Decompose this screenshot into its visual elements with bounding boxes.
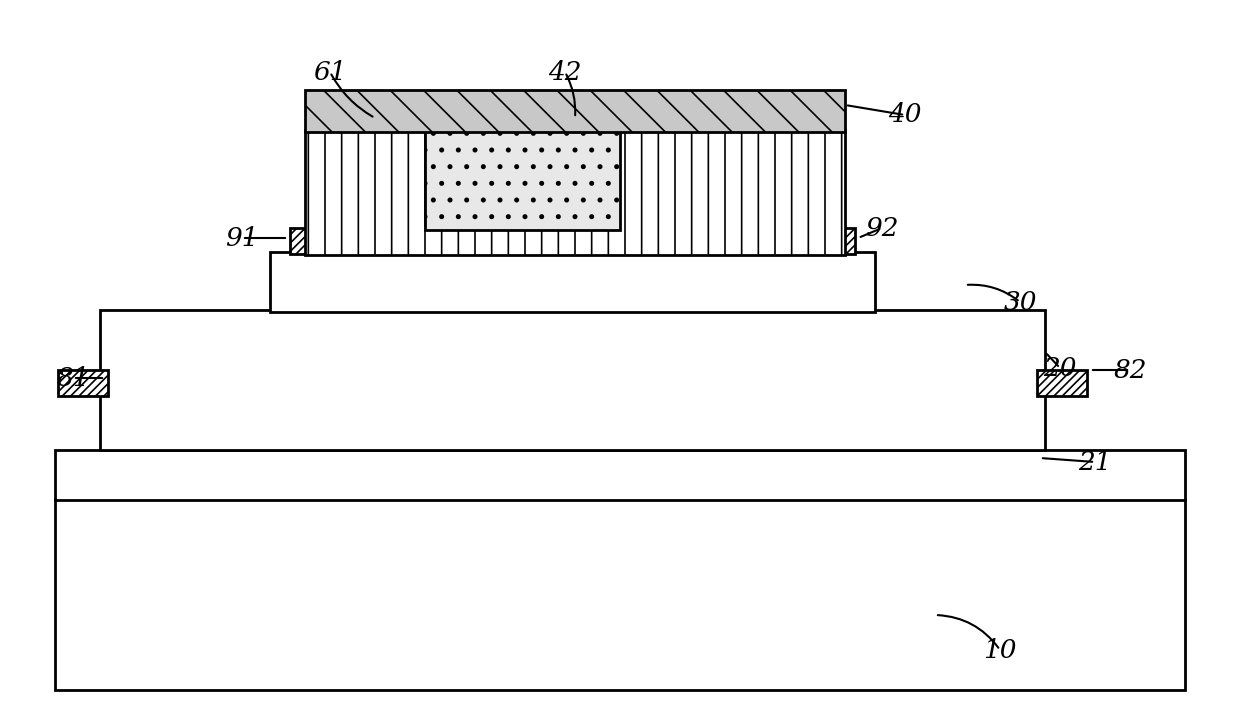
Bar xyxy=(425,130,620,230)
Bar xyxy=(100,310,1045,450)
Text: 10: 10 xyxy=(983,637,1017,663)
Text: 92: 92 xyxy=(866,216,899,240)
Bar xyxy=(55,450,1185,690)
Text: 61: 61 xyxy=(314,60,347,84)
Text: 30: 30 xyxy=(1003,290,1037,314)
Text: 91: 91 xyxy=(226,226,259,250)
Bar xyxy=(804,228,856,254)
Text: 82: 82 xyxy=(1114,357,1147,383)
Text: 40: 40 xyxy=(888,102,921,128)
Bar xyxy=(305,130,844,255)
Bar xyxy=(290,228,342,254)
Bar xyxy=(58,370,108,396)
Text: 20: 20 xyxy=(1043,356,1076,380)
Bar xyxy=(1037,370,1087,396)
Bar xyxy=(270,252,875,312)
Text: 42: 42 xyxy=(548,60,582,84)
Bar xyxy=(305,90,844,132)
Text: 81: 81 xyxy=(56,365,89,391)
Text: 21: 21 xyxy=(1079,449,1112,475)
